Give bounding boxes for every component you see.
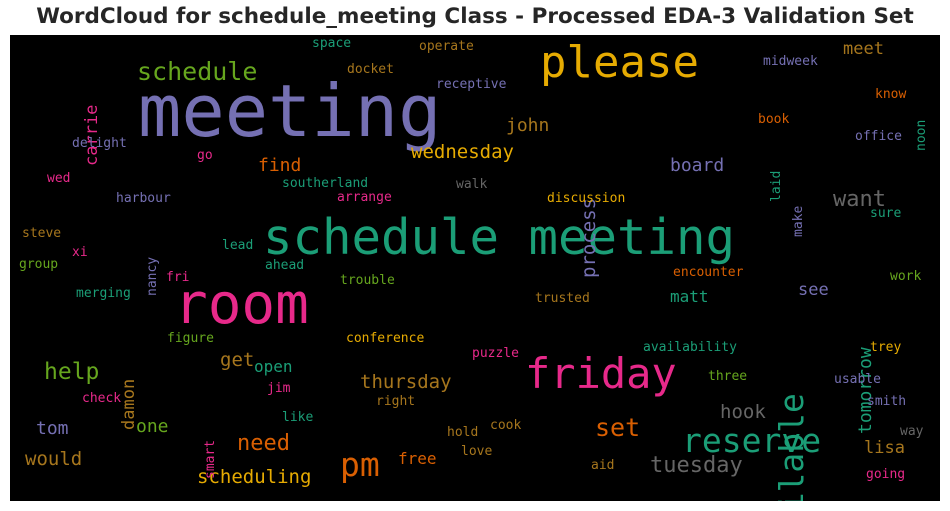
word-know: know xyxy=(875,87,907,102)
word-three: three xyxy=(708,369,748,384)
word-trey: trey xyxy=(870,340,902,355)
word-aid: aid xyxy=(591,458,615,473)
word-arrange: arrange xyxy=(337,190,392,205)
word-make: make xyxy=(791,205,806,237)
word-john: john xyxy=(506,115,550,136)
word-availability: availability xyxy=(643,340,737,355)
word-pm: pm xyxy=(340,445,380,484)
word-board: board xyxy=(670,155,725,176)
word-go: go xyxy=(197,148,213,163)
word-wed: wed xyxy=(47,171,71,186)
word-see: see xyxy=(798,280,829,300)
word-find: find xyxy=(258,155,302,176)
word-going: going xyxy=(866,467,906,482)
word-trouble: trouble xyxy=(340,273,395,288)
word-harbour: harbour xyxy=(116,191,171,206)
word-thursday: thursday xyxy=(360,371,452,393)
word-figure: figure xyxy=(167,331,214,346)
word-need: need xyxy=(237,431,290,456)
word-would: would xyxy=(25,448,83,470)
word-love: love xyxy=(461,444,493,459)
word-lead: lead xyxy=(222,238,254,253)
word-right: right xyxy=(376,394,416,409)
word-southerland: southerland xyxy=(282,176,369,191)
word-like: like xyxy=(282,410,314,425)
word-nancy: nancy xyxy=(145,256,160,296)
word-meet: meet xyxy=(843,39,884,59)
word-encounter: encounter xyxy=(673,265,744,280)
word-steve: steve xyxy=(22,226,62,241)
word-smith: smith xyxy=(867,394,907,409)
word-tuesday: tuesday xyxy=(650,453,743,478)
word-book: book xyxy=(758,112,790,127)
word-receptive: receptive xyxy=(436,77,507,92)
word-please: please xyxy=(540,37,699,88)
word-matt: matt xyxy=(670,287,709,306)
word-way: way xyxy=(900,424,924,439)
word-conference: conference xyxy=(346,331,425,346)
word-set: set xyxy=(595,413,641,442)
word-noon: noon xyxy=(914,119,929,151)
word-sure: sure xyxy=(870,206,902,221)
word-tomorrow: tomorrow xyxy=(855,347,876,434)
word-want: want xyxy=(833,187,886,212)
word-get: get xyxy=(220,349,255,371)
word-discussion: discussion xyxy=(547,191,626,206)
word-operate: operate xyxy=(419,39,474,54)
chart-title: WordCloud for schedule_meeting Class - P… xyxy=(36,4,914,29)
word-check: check xyxy=(82,391,122,406)
word-wednesday: wednesday xyxy=(411,141,514,163)
word-free: free xyxy=(398,449,437,468)
word-walk: walk xyxy=(456,177,488,192)
word-space: space xyxy=(312,36,352,51)
word-xi: xi xyxy=(72,245,88,260)
word-work: work xyxy=(890,269,922,284)
word-merging: merging xyxy=(76,286,131,301)
word-schedule-meeting: schedule meeting xyxy=(263,209,736,266)
word-friday: friday xyxy=(525,349,677,398)
word-ahead: ahead xyxy=(265,258,305,273)
word-process: process xyxy=(578,197,600,278)
word-trusted: trusted xyxy=(535,291,590,306)
word-group: group xyxy=(19,257,59,272)
word-help: help xyxy=(44,359,100,385)
word-office: office xyxy=(855,129,902,144)
word-hold: hold xyxy=(447,425,479,440)
word-lisa: lisa xyxy=(864,438,905,458)
word-laid: laid xyxy=(769,170,784,202)
word-hook: hook xyxy=(720,401,766,423)
word-smart: smart xyxy=(203,439,218,479)
word-scheduling: scheduling xyxy=(197,466,312,488)
word-reserve: reserve xyxy=(682,421,822,460)
word-midweek: midweek xyxy=(763,54,818,69)
word-one: one xyxy=(136,416,169,437)
word-schedule: schedule xyxy=(137,57,258,86)
word-fri: fri xyxy=(166,270,190,285)
word-cook: cook xyxy=(490,418,522,433)
word-delight: delight xyxy=(72,136,127,151)
wordcloud-panel: meeting schedule meeting room please friday a… xyxy=(10,35,940,501)
word-room: room xyxy=(174,272,309,337)
word-puzzle: puzzle xyxy=(472,346,519,361)
word-docket: docket xyxy=(347,62,394,77)
word-tom: tom xyxy=(36,418,69,439)
word-open: open xyxy=(254,357,293,376)
word-meeting: meeting xyxy=(138,69,442,153)
word-jim: jim xyxy=(267,381,291,396)
word-usable: usable xyxy=(834,372,881,387)
